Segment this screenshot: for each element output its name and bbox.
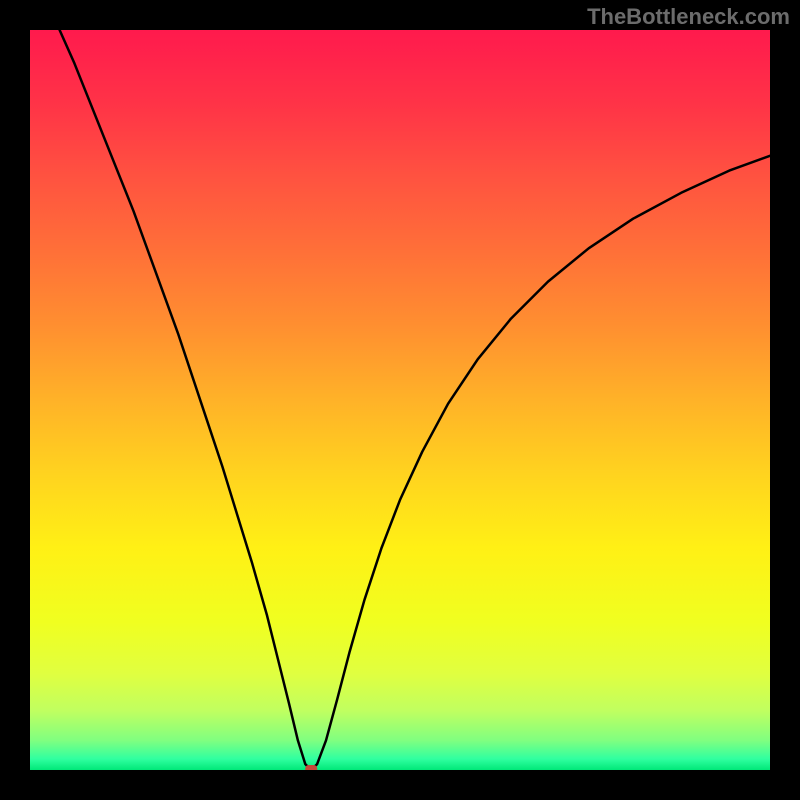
bottleneck-curve <box>60 30 770 770</box>
minimum-marker <box>305 765 317 770</box>
watermark-text: TheBottleneck.com <box>587 4 790 30</box>
chart-container: TheBottleneck.com <box>0 0 800 800</box>
curve-layer <box>30 30 770 770</box>
plot-area <box>30 30 770 770</box>
